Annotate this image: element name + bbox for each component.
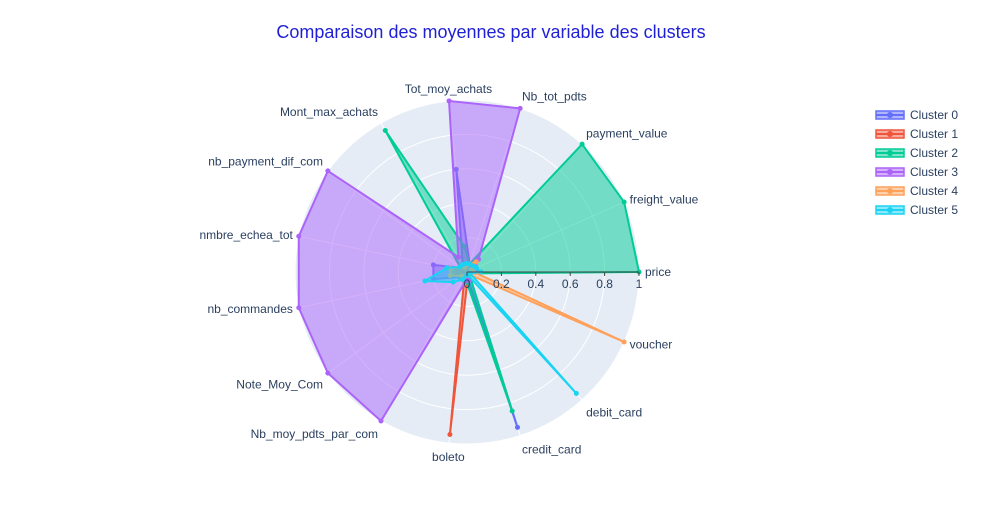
legend-item[interactable]: Cluster 2 (875, 146, 958, 160)
radial-axis-ticks: 0 0.2 0.4 0.6 0.8 1 (464, 271, 643, 291)
theta-label: Nb_moy_pdts_par_com (251, 427, 378, 441)
legend-marker (887, 150, 893, 156)
data-point (473, 259, 479, 265)
series-cluster-5 (422, 260, 579, 396)
legend-item[interactable]: Cluster 1 (875, 127, 958, 141)
data-point (296, 305, 302, 311)
legend-label: Cluster 4 (910, 184, 958, 198)
data-point (446, 98, 452, 104)
data-point (447, 432, 453, 438)
legend-marker (887, 169, 893, 175)
data-point (450, 279, 456, 285)
data-point (378, 418, 384, 424)
series-layer (296, 98, 642, 438)
theta-label: price (645, 265, 671, 279)
theta-label: freight_value (630, 193, 699, 207)
legend[interactable]: Cluster 0 Cluster 1 Cluster 2 Cluster 3 Clus… (875, 108, 958, 217)
theta-label: nb_commandes (207, 302, 292, 316)
radial-tick-label: 1 (636, 277, 643, 291)
theta-label: Mont_max_achats (280, 105, 378, 119)
data-point (382, 127, 388, 133)
legend-item[interactable]: Cluster 0 (875, 108, 958, 122)
legend-item[interactable]: Cluster 5 (875, 203, 958, 217)
theta-label: credit_card (522, 442, 581, 456)
legend-marker (887, 207, 893, 213)
legend-label: Cluster 5 (910, 203, 958, 217)
data-point (325, 370, 331, 376)
data-point (621, 199, 627, 205)
theta-label: voucher (630, 337, 673, 351)
chart-title: Comparaison des moyennes par variable de… (276, 22, 705, 42)
data-point (460, 276, 466, 282)
data-point (509, 408, 515, 414)
data-point (296, 233, 302, 239)
data-point (422, 278, 428, 284)
legend-label: Cluster 3 (910, 165, 958, 179)
legend-marker (887, 112, 893, 118)
legend-label: Cluster 1 (910, 127, 958, 141)
data-point (514, 424, 520, 430)
theta-label: boleto (432, 450, 465, 464)
theta-label: nb_payment_dif_com (208, 154, 323, 168)
theta-label: Note_Moy_Com (236, 378, 323, 392)
theta-label: payment_value (586, 127, 668, 141)
data-point (455, 254, 461, 260)
radial-tick-label: 0.2 (493, 277, 510, 291)
legend-item[interactable]: Cluster 3 (875, 165, 958, 179)
radial-tick-label: 0.4 (527, 277, 544, 291)
legend-label: Cluster 0 (910, 108, 958, 122)
data-point (444, 265, 450, 271)
data-point (473, 265, 479, 271)
legend-marker (887, 131, 893, 137)
data-point (579, 141, 585, 147)
data-point (517, 105, 523, 111)
data-point (573, 390, 579, 396)
data-point (457, 264, 463, 270)
radial-tick-label: 0 (464, 277, 471, 291)
data-point (325, 168, 331, 174)
radial-tick-label: 0.6 (562, 277, 579, 291)
legend-label: Cluster 2 (910, 146, 958, 160)
radial-tick-label: 0.8 (596, 277, 613, 291)
theta-label: Nb_tot_pdts (522, 90, 587, 104)
angular-axis-labels: price freight_value payment_value Nb_tot_pd… (199, 82, 698, 464)
theta-label: Tot_moy_achats (405, 82, 492, 96)
theta-label: nmbre_echea_tot (199, 228, 293, 242)
legend-item[interactable]: Cluster 4 (875, 184, 958, 198)
theta-label: debit_card (586, 405, 642, 419)
data-point (621, 339, 627, 345)
legend-marker (887, 188, 893, 194)
